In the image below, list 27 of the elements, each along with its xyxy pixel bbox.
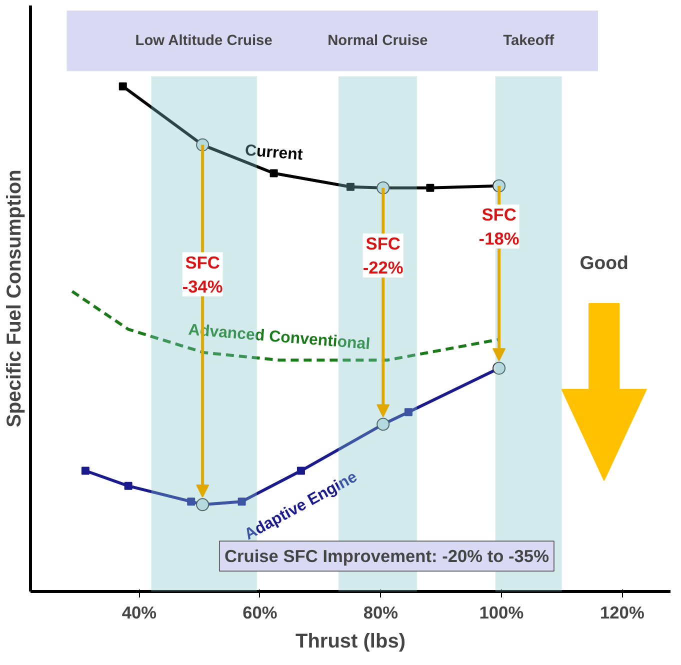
point — [346, 182, 354, 191]
point — [187, 498, 196, 506]
band-label: Takeoff — [503, 32, 554, 49]
series-label: Advanced Conventional — [188, 322, 371, 354]
x-tick-label: 120% — [600, 602, 644, 622]
point — [238, 498, 246, 506]
band-label: Normal Cruise — [328, 32, 428, 49]
point — [404, 408, 412, 416]
x-tick-label: 60% — [242, 602, 278, 622]
x-tick-label: 80% — [363, 602, 398, 622]
annotation: Cruise SFC Improvement: -20% to -35% — [224, 546, 549, 566]
band-label: Low Altitude Cruise — [135, 32, 272, 49]
annotation: SFC -34% — [182, 252, 223, 296]
point — [124, 482, 132, 490]
x-tick-label: 40% — [122, 602, 157, 622]
x-tick-label: 100% — [479, 602, 524, 622]
annotation: SFC -18% — [478, 204, 520, 249]
series-label: Current — [244, 142, 304, 164]
y-axis-title: Specific Fuel Consumption — [4, 170, 26, 428]
x-axis-title: Thrust (lbs) — [296, 630, 406, 652]
point — [270, 169, 278, 178]
annotation: SFC -22% — [362, 234, 404, 278]
point — [118, 82, 127, 90]
point — [81, 466, 90, 475]
point — [296, 466, 305, 475]
point — [426, 184, 434, 192]
annotation: Good — [580, 252, 628, 274]
